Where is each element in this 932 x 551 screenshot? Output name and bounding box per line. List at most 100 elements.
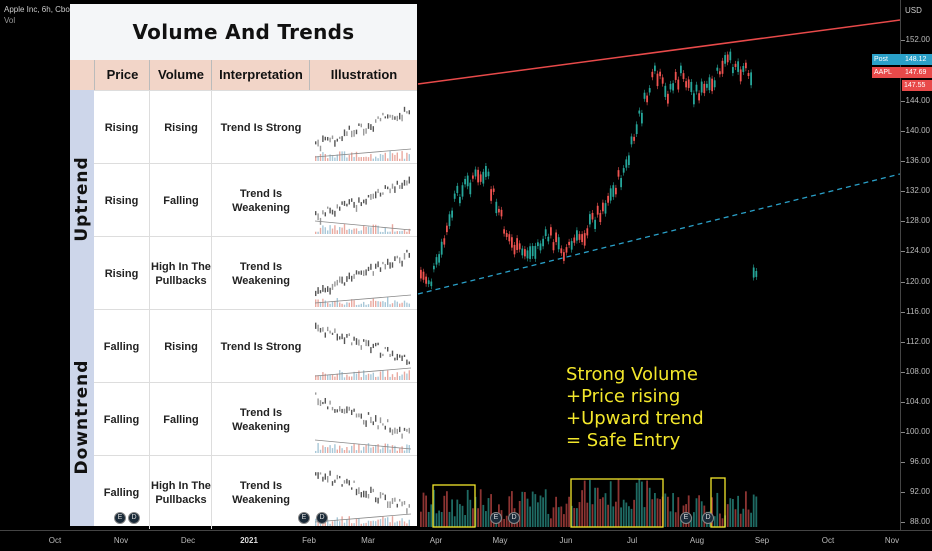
time-axis[interactable]: Oct Nov Dec 2021 Feb Mar Apr May Jun Jul Aug Sep Oct… (0, 530, 932, 551)
mini-volume-bar (358, 230, 360, 234)
time-tick-label: Jul (626, 536, 638, 545)
mini-volume-bar (396, 372, 398, 380)
row-interpretation: Trend Is Weakening (211, 237, 310, 310)
price-candle (466, 175, 469, 187)
volume-bar (607, 504, 609, 527)
mini-volume-bar (324, 154, 326, 161)
mini-volume-bar (384, 302, 386, 307)
row-volume: High In The Pullbacks (149, 237, 212, 310)
dividend-icon[interactable]: D (316, 512, 328, 524)
mini-candle (384, 346, 386, 350)
mini-candle (396, 255, 398, 259)
mini-candle (341, 333, 343, 340)
mini-volume-bar (403, 229, 406, 234)
row-price: Falling (103, 413, 140, 426)
volume-indicator-label[interactable]: Vol (4, 16, 16, 25)
chart-area[interactable] (0, 0, 900, 530)
price-candle (573, 237, 576, 243)
mini-candle (375, 191, 377, 199)
mini-volume-bar (379, 231, 382, 234)
mini-candle (358, 123, 360, 126)
mini-candle (391, 498, 394, 505)
mini-candle (384, 494, 386, 501)
price-candle (729, 51, 732, 61)
mini-volume-bar (401, 230, 403, 234)
uptrend-text: Uptrend (72, 156, 92, 242)
volume-bar (716, 492, 719, 527)
price-candle (622, 168, 625, 173)
volume-bar (669, 511, 672, 527)
price-tick-label: 144.00 (905, 96, 930, 105)
mini-volume-bar (329, 154, 331, 161)
mini-candle (363, 199, 365, 204)
dividend-icon[interactable]: D (508, 512, 520, 524)
price-tick-label: 112.00 (906, 337, 930, 346)
mini-volume-bar (370, 521, 372, 526)
mini-volume-bar (384, 443, 386, 453)
volume-bar (664, 493, 667, 527)
mini-volume-bar (379, 449, 382, 453)
infographic-row: Falling High In The Pullbacks Trend Is Wea… (94, 455, 417, 529)
volume-bar (596, 487, 599, 527)
mini-candle (379, 267, 382, 272)
earnings-icon[interactable]: E (114, 512, 126, 524)
mini-volume-bar (348, 516, 350, 526)
earnings-icon[interactable]: E (680, 512, 692, 524)
mini-volume-bar (327, 158, 329, 161)
price-candle (672, 83, 674, 91)
volume-bar (539, 495, 542, 527)
volume-highlight-box (570, 478, 664, 528)
price-tick-mark (901, 221, 905, 222)
dividend-icon[interactable]: D (128, 512, 140, 524)
mini-candle (331, 406, 334, 411)
mini-candle (399, 257, 401, 264)
mini-volume-bar (324, 227, 326, 234)
price-tick-mark (901, 312, 905, 313)
mini-candle (322, 285, 324, 292)
mini-volume-bar (346, 447, 348, 453)
mini-volume-bar (334, 519, 336, 526)
mini-candle (339, 136, 341, 139)
mini-volume-bar (317, 375, 319, 380)
volume-bar (557, 507, 560, 527)
time-tick-label: Sep (754, 536, 770, 545)
price-tick-label: 120.00 (905, 277, 930, 286)
volume-bar (573, 508, 576, 527)
earnings-icon[interactable]: E (490, 512, 502, 524)
mini-volume-bar (315, 155, 317, 161)
volume-bar (526, 498, 529, 527)
price-candle (628, 155, 630, 165)
mini-volume-bar (401, 302, 403, 307)
mini-candle (363, 419, 365, 425)
mini-volume-bar (334, 157, 336, 161)
price-chart[interactable] (0, 0, 900, 530)
volume-bar (609, 481, 612, 527)
mini-volume-bar (379, 371, 382, 380)
mini-candle (336, 409, 338, 413)
mini-candle (379, 192, 382, 197)
volume-bar (537, 502, 539, 527)
mini-volume-bar (408, 303, 410, 307)
mini-volume-bar (370, 154, 372, 161)
volume-bar (433, 489, 435, 527)
mini-candle (387, 258, 389, 265)
price-candle (448, 214, 451, 227)
mini-candle (382, 192, 384, 195)
mini-volume-bar (317, 231, 319, 234)
mini-volume-bar (399, 375, 401, 380)
price-tick-label: 124.00 (905, 246, 930, 255)
mini-volume-bar (358, 444, 360, 453)
mini-candle (365, 128, 367, 134)
earnings-icon[interactable]: E (298, 512, 310, 524)
mini-candle (327, 326, 329, 332)
volume-bar (446, 491, 448, 527)
mini-candle (317, 398, 319, 406)
dividend-icon[interactable]: D (702, 512, 714, 524)
mini-candle (343, 480, 346, 484)
price-candle (508, 234, 511, 242)
mini-candle (377, 188, 379, 194)
mini-candle (315, 290, 317, 297)
volume-bar (430, 504, 433, 527)
mini-volume-bar (331, 301, 334, 307)
mini-volume-bar (329, 303, 331, 307)
